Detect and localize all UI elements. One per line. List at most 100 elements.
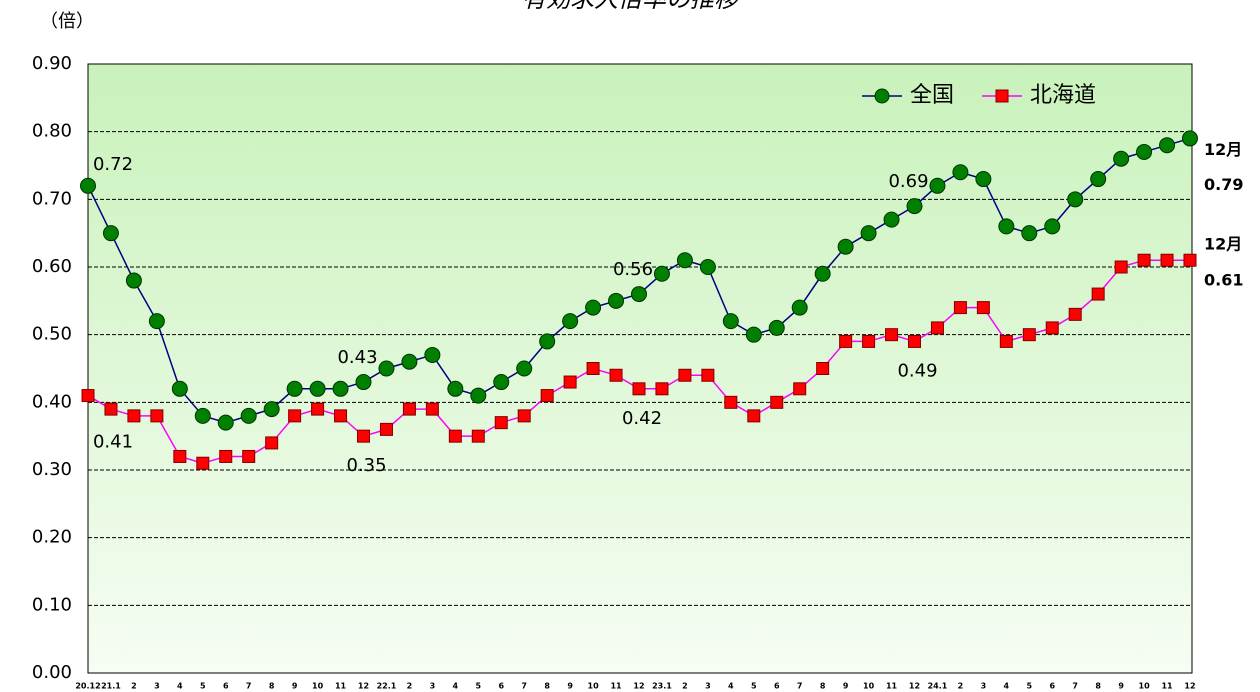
marker — [401, 353, 418, 370]
x-tick-label: 8 — [269, 682, 275, 691]
marker — [837, 238, 854, 255]
marker — [378, 360, 395, 377]
data-label: 0.42 — [622, 408, 662, 429]
x-tick-label: 3 — [154, 682, 160, 691]
marker — [609, 368, 623, 382]
marker — [655, 382, 669, 396]
x-tick-label: 8 — [820, 682, 826, 691]
x-tick-label: 10 — [312, 682, 324, 691]
x-tick-label: 4 — [453, 682, 459, 691]
x-tick-label: 11 — [610, 682, 622, 691]
chart-title: 有効求人倍率の推移 — [522, 0, 740, 13]
marker — [288, 409, 302, 423]
x-tick-label: 2 — [131, 682, 137, 691]
marker — [424, 346, 441, 363]
x-tick-label: 9 — [292, 682, 298, 691]
marker — [952, 164, 969, 181]
marker — [80, 177, 96, 194]
x-tick-label: 23.1 — [652, 682, 672, 691]
y-tick-label: 0.90 — [32, 53, 72, 74]
x-tick-label: 3 — [705, 682, 711, 691]
data-label: 0.61 — [1204, 271, 1243, 290]
x-tick-label: 4 — [1004, 682, 1010, 691]
marker — [1136, 143, 1153, 160]
marker — [219, 449, 233, 463]
x-tick-label: 12 — [909, 682, 920, 691]
x-tick-label: 11 — [886, 682, 898, 691]
marker — [265, 436, 279, 450]
y-tick-label: 0.30 — [32, 459, 72, 480]
y-tick-label: 0.00 — [32, 662, 72, 683]
data-label: 0.56 — [613, 259, 653, 280]
marker — [791, 299, 808, 316]
x-tick-label: 8 — [1095, 682, 1101, 691]
marker — [701, 368, 715, 382]
marker — [1182, 130, 1198, 147]
marker — [839, 334, 853, 348]
marker — [862, 334, 876, 348]
x-tick-label: 9 — [843, 682, 849, 691]
marker — [632, 382, 646, 396]
marker — [816, 362, 830, 375]
marker — [196, 456, 210, 470]
marker — [104, 402, 118, 416]
x-tick-label: 12 — [1184, 682, 1195, 691]
marker — [770, 395, 784, 409]
x-tick-label: 11 — [335, 682, 347, 691]
legend-label: 北海道 — [1030, 83, 1096, 108]
end-label: 12月 — [1204, 140, 1242, 159]
data-label: 0.41 — [93, 432, 133, 453]
marker — [334, 409, 348, 423]
marker — [447, 380, 464, 397]
marker — [1044, 218, 1061, 235]
marker — [906, 198, 923, 215]
y-tick-label: 0.50 — [32, 324, 72, 345]
x-tick-label: 7 — [1072, 682, 1078, 691]
marker — [998, 218, 1015, 235]
marker — [357, 429, 370, 443]
marker — [516, 360, 533, 377]
x-tick-label: 12 — [633, 682, 644, 691]
marker — [493, 374, 510, 391]
x-tick-label: 2 — [682, 682, 688, 691]
marker — [240, 407, 257, 424]
marker — [953, 301, 967, 315]
marker — [517, 409, 531, 423]
marker — [263, 401, 280, 418]
marker — [1114, 260, 1128, 274]
x-tick-label: 6 — [774, 682, 780, 691]
marker — [860, 225, 877, 242]
marker — [1160, 253, 1174, 267]
x-tick-label: 2 — [958, 682, 964, 691]
y-tick-label: 0.60 — [32, 256, 72, 277]
legend-marker — [874, 88, 890, 104]
marker — [1183, 253, 1197, 267]
end-label: 12月 — [1204, 235, 1242, 254]
x-tick-label: 4 — [177, 682, 183, 691]
marker — [653, 265, 670, 282]
marker — [976, 301, 990, 315]
marker — [242, 449, 256, 463]
x-tick-label: 9 — [1118, 682, 1124, 691]
data-label: 0.72 — [93, 154, 133, 175]
data-label: 0.43 — [337, 347, 377, 368]
marker — [217, 414, 234, 431]
x-tick-label: 7 — [797, 682, 803, 691]
x-tick-label: 4 — [728, 682, 734, 691]
marker — [494, 416, 508, 430]
x-tick-label: 12 — [358, 682, 369, 691]
marker — [562, 313, 579, 330]
marker — [975, 171, 992, 188]
marker — [586, 362, 600, 375]
marker — [745, 326, 762, 343]
x-tick-label: 3 — [981, 682, 987, 691]
marker — [814, 265, 831, 282]
marker — [448, 429, 462, 443]
marker — [699, 259, 716, 275]
marker — [1045, 321, 1059, 335]
marker — [631, 286, 647, 303]
marker — [929, 177, 946, 194]
marker — [676, 252, 693, 269]
marker — [309, 380, 326, 397]
